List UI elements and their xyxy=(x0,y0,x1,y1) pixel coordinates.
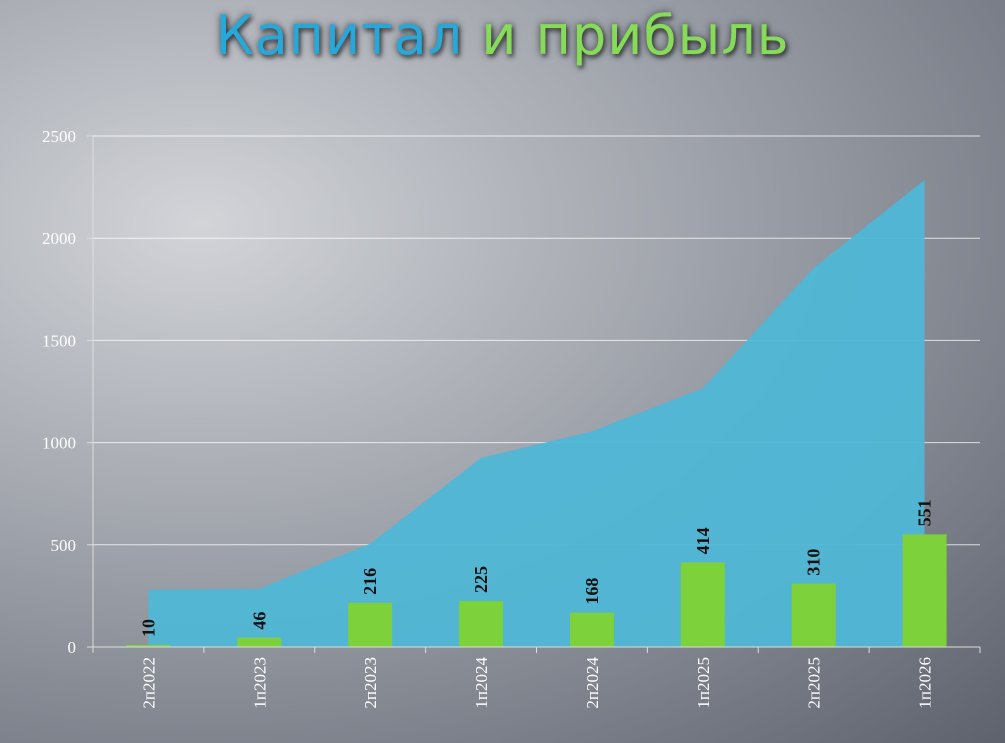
x-tick-label: 2п2024 xyxy=(583,657,602,709)
x-tick-label: 2п2022 xyxy=(139,657,158,709)
x-tick-label: 1п2026 xyxy=(916,657,935,709)
y-tick-label: 2000 xyxy=(42,229,76,248)
area xyxy=(148,179,925,648)
y-tick-label: 2500 xyxy=(42,127,76,146)
y-tick-label: 1500 xyxy=(42,331,76,350)
x-tick-label: 1п2024 xyxy=(472,657,491,709)
data-label: 551 xyxy=(915,499,935,526)
x-tick-label: 2п2023 xyxy=(361,657,380,709)
data-label: 310 xyxy=(804,549,824,576)
y-tick-label: 1000 xyxy=(42,434,76,453)
y-tick-label: 0 xyxy=(68,638,77,657)
bar xyxy=(569,612,614,647)
bar xyxy=(902,534,947,647)
title-part: Капитал xyxy=(215,4,464,67)
data-label: 46 xyxy=(249,612,269,630)
x-tick-label: 1п2023 xyxy=(250,657,269,709)
data-label: 225 xyxy=(471,566,491,593)
x-tick-label: 2п2025 xyxy=(805,657,824,709)
chart-title: Капитал и прибыль xyxy=(0,4,1005,67)
title-part: и прибыль xyxy=(481,4,790,67)
x-tick-label: 1п2025 xyxy=(694,657,713,709)
data-label: 168 xyxy=(582,578,602,605)
bar xyxy=(348,602,393,647)
bar xyxy=(237,637,282,647)
bar xyxy=(680,562,725,647)
data-label: 414 xyxy=(693,527,713,554)
bar xyxy=(126,644,171,647)
y-tick-label: 500 xyxy=(51,536,77,555)
bar xyxy=(459,601,504,647)
data-label: 216 xyxy=(360,568,380,595)
bar xyxy=(791,583,836,647)
data-label: 10 xyxy=(138,619,158,637)
